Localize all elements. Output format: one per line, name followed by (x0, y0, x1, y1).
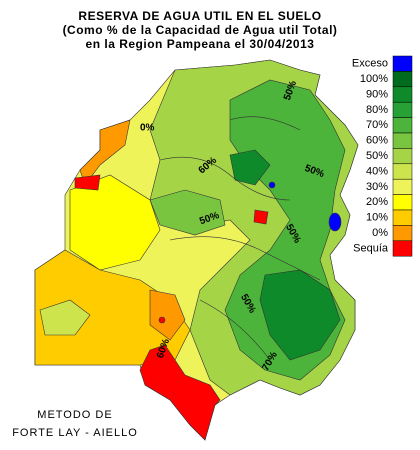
legend-label: 90% (366, 88, 388, 100)
legend-swatch (392, 86, 413, 103)
region-drought (74, 174, 101, 191)
footer-line: METODO DE (37, 409, 112, 421)
legend-swatch (392, 163, 413, 180)
legend-swatch (392, 225, 413, 242)
contour-label: 0% (140, 123, 155, 134)
footer-line: FORTE LAY - AIELLO (12, 427, 138, 439)
legend-swatch (392, 194, 413, 211)
region-drought (139, 344, 221, 441)
title-line: en la Region Pampeana el 30/04/2013 (86, 37, 315, 51)
region-light-green (39, 299, 91, 336)
legend-swatch (392, 178, 413, 195)
legend-swatch (392, 117, 413, 134)
legend-swatch (392, 55, 413, 72)
region-drought (158, 316, 166, 324)
legend-label: 80% (366, 104, 388, 116)
legend-label: 10% (366, 212, 388, 224)
region-drought (253, 209, 269, 225)
region-dark-green (259, 269, 341, 361)
legend-label: 0% (372, 227, 388, 239)
region-yellow (69, 174, 161, 271)
region-excess (328, 212, 342, 232)
region-dark-green (229, 149, 271, 186)
map (34, 59, 359, 441)
legend-label: 50% (366, 150, 388, 162)
legend-label: 40% (366, 165, 388, 177)
legend: Exceso 100% 90% 80% 70% 60% 50% 40% 30% 20% 10% 0% S… (352, 55, 413, 257)
legend-label: Sequía (353, 242, 389, 254)
legend-label: 70% (366, 119, 388, 131)
legend-swatch (392, 132, 413, 149)
legend-label: Exceso (352, 58, 388, 70)
legend-swatch (392, 71, 413, 88)
legend-swatch (392, 101, 413, 118)
title-line: RESERVA DE AGUA UTIL EN EL SUELO (78, 9, 321, 23)
title-line: (Como % de la Capacidad de Agua util Tot… (63, 23, 338, 37)
region-orange (149, 289, 186, 341)
region-excess (268, 181, 276, 189)
legend-label: 60% (366, 135, 388, 147)
legend-label: 20% (366, 196, 388, 208)
legend-swatch (392, 209, 413, 226)
legend-label: 100% (360, 73, 388, 85)
legend-swatch (392, 148, 413, 165)
legend-swatch (392, 240, 413, 257)
contour (159, 116, 321, 361)
region-green-west (149, 189, 226, 236)
legend-label: 30% (366, 181, 388, 193)
